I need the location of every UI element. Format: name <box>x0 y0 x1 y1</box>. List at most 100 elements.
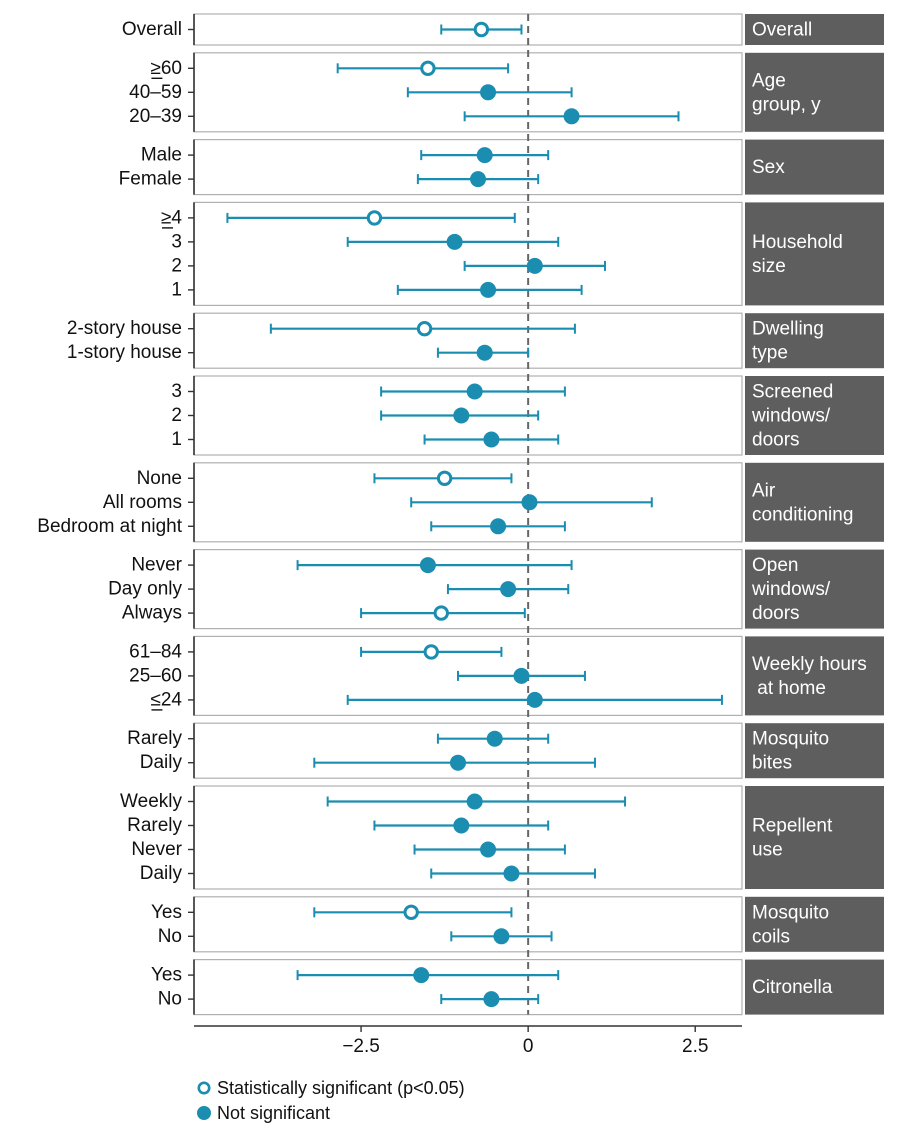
point-estimate <box>419 557 436 574</box>
point-estimate <box>526 257 543 274</box>
point-estimate-significant <box>366 210 383 226</box>
x-axis: −2.5 0 2.5 <box>194 1025 742 1057</box>
point-estimate <box>466 383 483 400</box>
point-estimate-significant <box>436 470 453 486</box>
point-estimate <box>563 108 580 125</box>
strip-citronella <box>745 959 884 1015</box>
strip-dwelling-type <box>745 313 884 369</box>
panel-dwelling-type <box>193 312 743 369</box>
row-label: None <box>137 468 182 489</box>
strip-screened-windows-doors <box>745 376 884 455</box>
row-label: 61–84 <box>129 641 182 662</box>
point-estimate <box>470 171 487 188</box>
strip-label: Citronella <box>752 977 833 998</box>
row-label: Bedroom at night <box>37 516 182 537</box>
row-label: Never <box>131 555 182 576</box>
strip-open-windows-doors <box>745 549 884 629</box>
row-label: No <box>158 926 182 947</box>
point-estimate <box>449 754 466 771</box>
point-estimate <box>483 991 500 1008</box>
x-tick-label: −2.5 <box>342 1036 380 1057</box>
legend-marker-not-significant <box>197 1106 211 1120</box>
strip-label: Repellent use <box>752 815 833 860</box>
point-estimate <box>453 817 470 834</box>
strip-household-size <box>745 202 884 306</box>
row-label: 3 <box>171 231 182 252</box>
legend-label: Not significant <box>217 1103 330 1123</box>
strip-label: Overall <box>752 19 812 40</box>
row-label: Never <box>131 839 182 860</box>
point-estimate <box>486 730 503 747</box>
strip-label: Age group, y <box>752 70 821 115</box>
point-estimate <box>490 518 507 535</box>
row-label: Rarely <box>127 815 182 836</box>
point-estimate-significant <box>473 21 490 38</box>
row-label: 20–39 <box>129 106 182 127</box>
panel-mosquito-bites <box>193 722 743 779</box>
strip-air-conditioning <box>745 462 884 542</box>
row-label: 3 <box>171 381 182 402</box>
row-label: 40–59 <box>129 82 182 103</box>
strip-label: Dwelling type <box>752 318 824 363</box>
point-estimate <box>503 865 520 882</box>
panel-sex <box>193 139 743 196</box>
row-label: ≤24 <box>150 689 182 710</box>
strip-label: Air conditioning <box>752 480 853 525</box>
strip-label: Household size <box>752 231 843 276</box>
panel-household-size <box>193 201 743 306</box>
point-estimate <box>513 667 530 684</box>
row-label: 25–60 <box>129 665 182 686</box>
row-label: 2 <box>171 255 182 276</box>
row-label: Female <box>119 169 182 190</box>
point-estimate <box>526 691 543 708</box>
row-label: 2-story house <box>67 318 182 339</box>
strip-overall <box>745 14 884 45</box>
row-label: Male <box>141 145 182 166</box>
point-estimate <box>466 793 483 810</box>
row-label: Yes <box>151 965 182 986</box>
panel-layer: Overall Age group, y Sex Household size Dwelli… <box>193 13 884 1016</box>
strip-sex <box>745 139 884 195</box>
x-tick-label: 2.5 <box>682 1036 708 1057</box>
row-label: Day only <box>108 579 182 600</box>
point-estimate <box>521 494 538 511</box>
point-estimate <box>483 431 500 448</box>
strip-label: Weekly hours at home <box>752 653 867 698</box>
row-label: All rooms <box>103 492 182 513</box>
row-label: 1 <box>171 279 182 300</box>
legend-label: Statistically significant (p<0.05) <box>217 1078 465 1098</box>
row-label: 2 <box>171 405 182 426</box>
point-estimate <box>480 84 497 101</box>
strip-label: Sex <box>752 157 785 178</box>
panel-citronella <box>193 958 743 1016</box>
strip-mosquito-coils <box>745 896 884 952</box>
row-label: Weekly <box>120 791 182 812</box>
strip-repellent-use <box>745 786 884 889</box>
strip-age-group-y <box>745 52 884 132</box>
row-label: Rarely <box>127 728 182 749</box>
row-label: 1-story house <box>67 342 182 363</box>
row-label: Yes <box>151 902 182 923</box>
point-estimate-significant <box>420 60 436 77</box>
point-estimate <box>493 928 510 945</box>
point-estimate <box>500 581 517 598</box>
row-label: No <box>158 989 182 1010</box>
legend-marker-significant <box>197 1081 211 1095</box>
strip-label: Screened windows/doors <box>751 381 833 450</box>
marks-layer: Overall ≥60 40–59 20–39 Male Female ≥4 3 2 1 2-sto… <box>37 19 723 1010</box>
row-label: Daily <box>140 863 183 884</box>
point-estimate <box>446 233 463 250</box>
point-estimate <box>476 147 493 164</box>
row-label: ≥4 <box>161 207 182 228</box>
x-tick-label: 0 <box>523 1036 534 1057</box>
strip-label: Mosquito coils <box>752 902 829 947</box>
point-estimate-significant <box>433 605 449 621</box>
row-label: Always <box>122 603 182 624</box>
point-estimate <box>413 967 430 984</box>
row-label: Overall <box>122 19 182 40</box>
point-estimate <box>480 841 497 858</box>
point-estimate <box>453 407 470 424</box>
row-label: 1 <box>171 429 182 450</box>
point-estimate-significant <box>423 644 439 660</box>
panel-mosquito-coils <box>193 896 743 953</box>
